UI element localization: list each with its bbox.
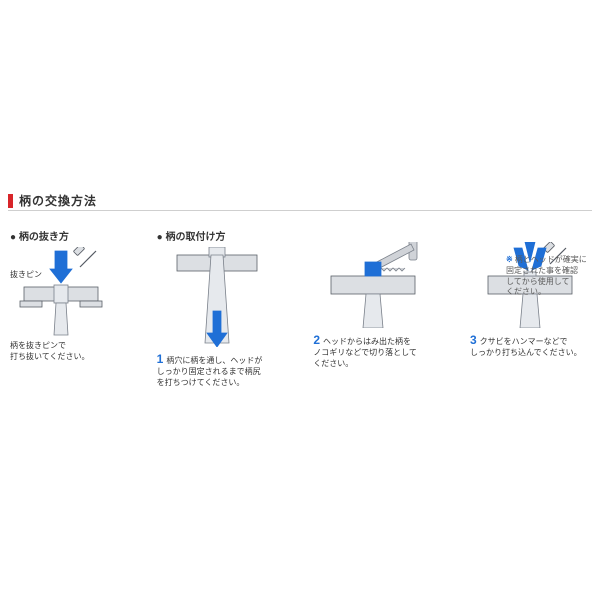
panel-step2-figure (313, 242, 433, 328)
step-number-1: 1 (157, 352, 167, 366)
handle-protrude (365, 262, 381, 276)
arrow-down-icon (50, 251, 72, 283)
panel-step1-figure (157, 247, 277, 347)
panel-step3: 3クサビをハンマーなどで しっかり打ち込んでください。 (470, 228, 590, 389)
panel-remove: ● 柄の抜き方 抜きピン (10, 228, 120, 389)
page: 柄の交換方法 ● 柄の抜き方 抜きピン (0, 0, 600, 600)
handle (54, 303, 68, 335)
step-number-3: 3 (470, 333, 480, 347)
panels-row: ● 柄の抜き方 抜きピン (10, 228, 590, 389)
panel-step1-text: 柄穴に柄を通し、ヘッドが しっかり固定されるまで柄尻 を打ちつけてください。 (157, 356, 263, 387)
support-right (80, 301, 102, 307)
section-divider (8, 210, 592, 211)
note-text: 柄とヘッドが確実に 固定された事を確認 してから使用して ください。 (506, 255, 587, 296)
step-number-2: 2 (313, 333, 323, 347)
panel-step1-caption: 1柄穴に柄を通し、ヘッドが しっかり固定されるまで柄尻 を打ちつけてください。 (157, 351, 277, 389)
note-star: ※ (506, 255, 515, 264)
handle (520, 294, 540, 328)
handle-top (54, 285, 68, 303)
panel-step2-text: ヘッドからはみ出た柄を ノコギリなどで切り落として ください。 (313, 337, 417, 368)
panel-step3-caption: 3クサビをハンマーなどで しっかり打ち込んでください。 (470, 332, 590, 359)
panel-step2-caption: 2ヘッドからはみ出た柄を ノコギリなどで切り落として ください。 (313, 332, 433, 370)
panel-remove-caption: 柄を抜きピンで 打ち抜いてください。 (10, 341, 120, 363)
panel-remove-title: ● 柄の抜き方 (10, 228, 120, 243)
panel-attach-title: ● 柄の取付け方 (157, 228, 277, 243)
panel-remove-caption-text: 柄を抜きピンで 打ち抜いてください。 (10, 341, 90, 361)
panel-step3-text: クサビをハンマーなどで しっかり打ち込んでください。 (470, 337, 582, 357)
section-title-row: 柄の交換方法 (8, 192, 97, 209)
accent-bar (8, 194, 13, 208)
section-title: 柄の交換方法 (19, 192, 97, 209)
hammer-icon (73, 247, 96, 267)
panel-remove-figure (10, 247, 120, 337)
handle (363, 294, 383, 328)
support-left (20, 301, 42, 307)
panel-step1: ● 柄の取付け方 1柄穴に柄を通し、ヘッドが しっかり固定されるまで柄尻 を打ち… (157, 228, 277, 389)
hammer-head (331, 276, 415, 294)
pin-label: 抜きピン (10, 269, 42, 280)
caution-note: ※柄とヘッドが確実に 固定された事を確認 してから使用して ください。 (506, 255, 592, 298)
panel-step2: 2ヘッドからはみ出た柄を ノコギリなどで切り落として ください。 (313, 228, 433, 389)
